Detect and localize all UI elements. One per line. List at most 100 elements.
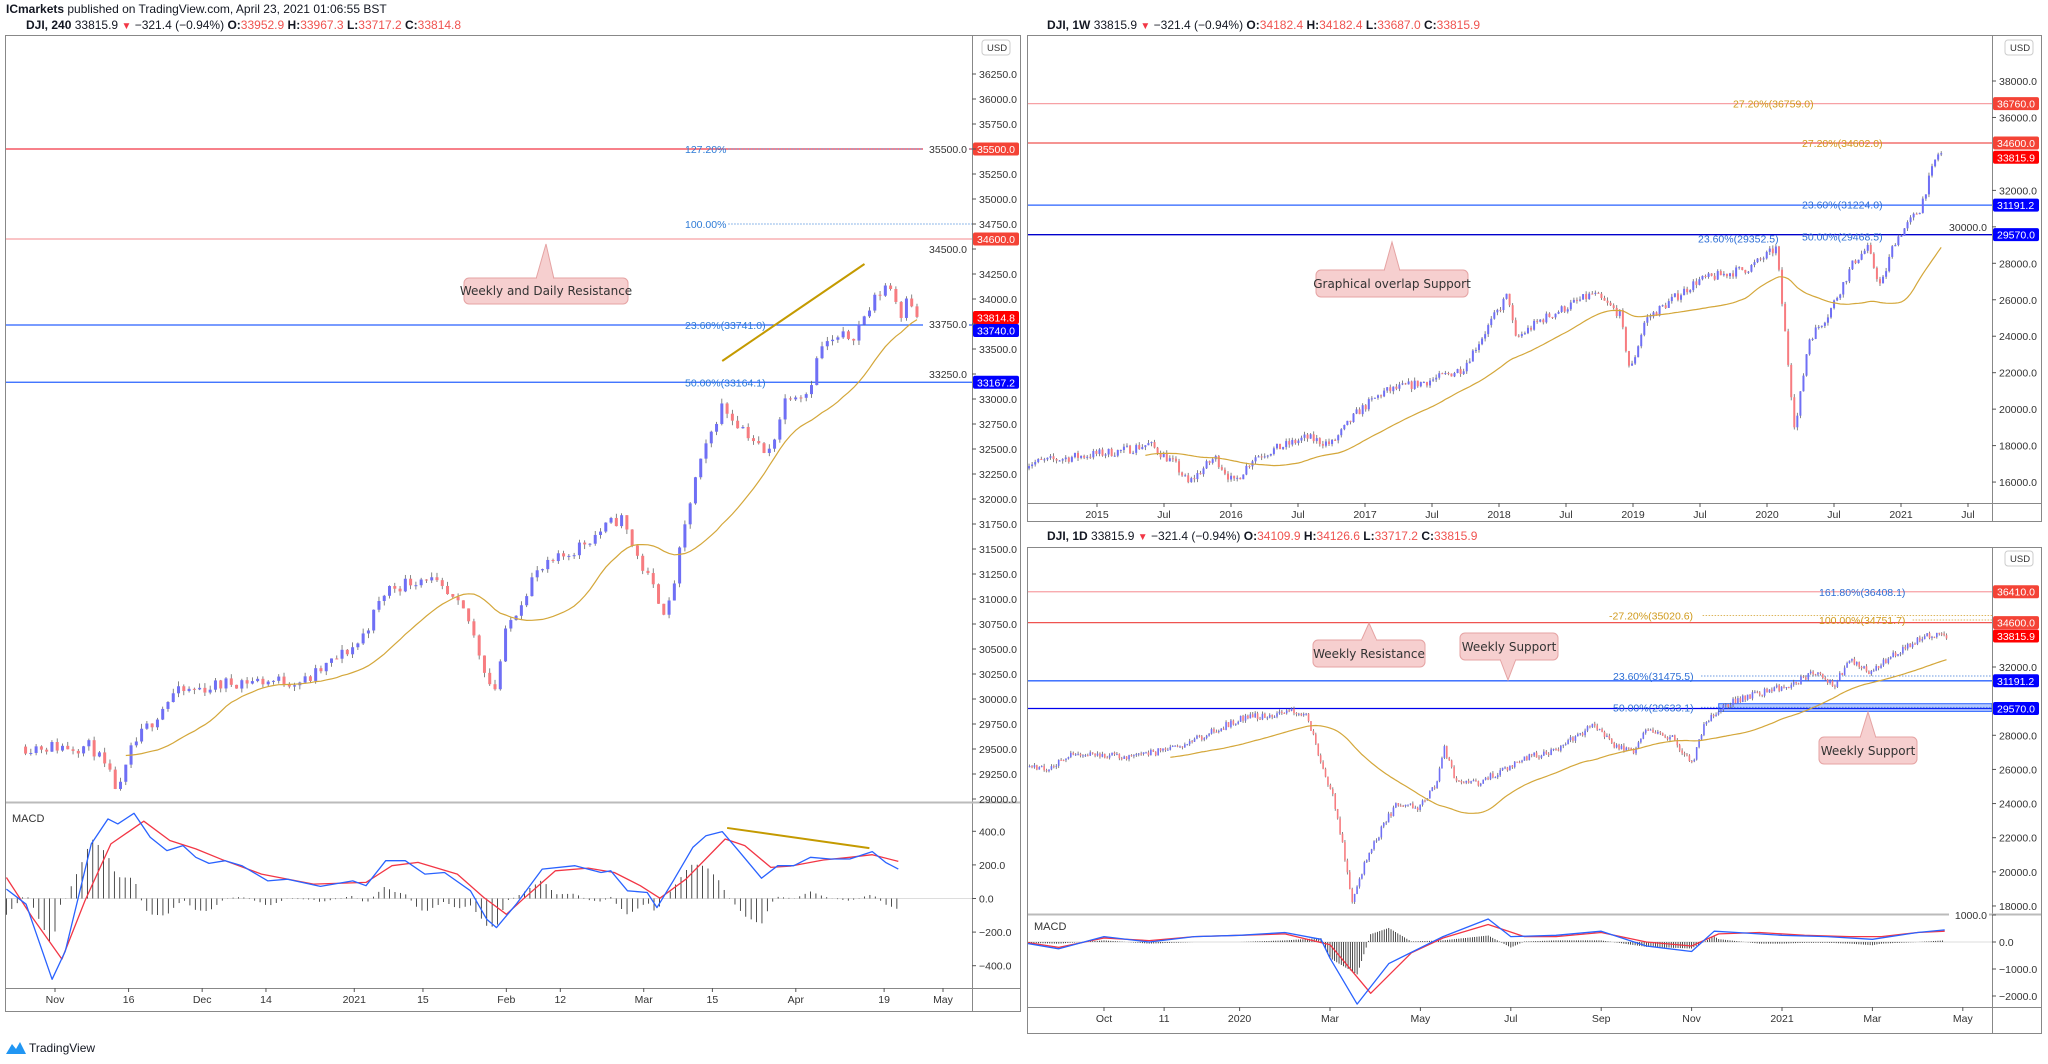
callout-weekly-resistance[interactable]: Weekly Resistance [1312,621,1426,668]
time-tick-label: Nov [46,994,65,1006]
candle [1550,749,1552,755]
candle [1225,722,1227,730]
candle [1781,269,1784,304]
candle [1708,721,1710,723]
price-tick-label: 31250.0 [979,569,1017,581]
candle [1312,434,1315,442]
candle [1202,468,1205,475]
change: −321.4 (−0.94%) [1153,18,1244,32]
currency-badge-top-right[interactable]: USD [2004,39,2034,56]
time-tick-label: Oct [1096,1013,1112,1025]
time-tick-label: Jul [1425,509,1438,521]
candle [1425,382,1428,386]
candle [620,515,624,527]
candle [1880,665,1882,669]
candle [762,443,766,453]
candle [1923,636,1926,640]
candle [1846,663,1848,668]
candle [1398,384,1401,389]
candle [1293,708,1295,713]
candle [1205,735,1208,739]
candle [1046,457,1049,460]
candle [435,577,439,581]
candle [446,585,450,595]
candle [1412,803,1414,809]
left-macd-pane[interactable] [6,812,972,980]
candle [1577,734,1579,737]
time-tick-label: Sep [1592,1013,1611,1025]
candle [1419,804,1421,810]
callout-weekly-support-2[interactable]: Weekly Support [1818,710,1918,765]
low: 33687.0 [1377,18,1421,32]
price-badge-label: 31191.2 [1997,200,2034,212]
currency-badge-bottom-right[interactable]: USD [2004,550,2034,567]
candle [1271,715,1273,717]
price-badge [973,324,1019,338]
candle [683,524,687,548]
candle [1562,744,1565,746]
candle [1540,755,1543,758]
time-tick-label: 2021 [1770,1013,1794,1025]
candle [1812,671,1814,675]
candle [1863,666,1865,669]
price-tick-backdrop [923,242,969,255]
callout-text: Graphical overlap Support [1313,277,1471,291]
candle [1612,305,1615,308]
fib-label: 27.20%(34602.0) [1802,138,1883,150]
candle [1165,453,1168,462]
candle [693,477,697,504]
candle [1453,373,1456,377]
publish-text: published on TradingView.com, April 23, … [67,2,387,16]
candle [1370,849,1373,853]
candle [1683,288,1686,296]
candle [1530,327,1533,330]
candle [45,749,49,752]
callout-weekly-daily-resistance[interactable]: Weekly and Daily Resistance [460,243,632,305]
candle [303,676,307,683]
candle [266,681,270,685]
candle [1904,646,1907,649]
candle [1278,711,1281,714]
candle [1768,689,1771,693]
candle [1643,322,1646,335]
candle [1373,841,1375,850]
top-right-price-pane[interactable]: 27.20%(36759.0) 27.20%(34602.0) 23.60%(312… [1025,99,1992,484]
candle [1459,369,1462,374]
close: 33814.8 [417,18,462,32]
candle [1649,729,1652,731]
candle [1135,445,1138,453]
candle [1334,439,1337,441]
candle [1836,297,1839,301]
currency-badge-left[interactable]: USD [981,39,1011,56]
candle [1210,729,1213,734]
candle [1433,787,1436,789]
candle [678,547,682,584]
price-tick-backdrop [1943,219,1989,233]
callout-graphical-overlap-support[interactable]: Graphical overlap Support [1313,240,1471,298]
candle [1582,294,1585,300]
candle [1460,781,1463,783]
bottom-right-price-pane[interactable]: 161.80%(36408.1) -27.20%(35020.6) 100.00%(… [1026,587,1992,905]
candle [1875,267,1878,280]
callout-weekly-support-1[interactable]: Weekly Support [1459,632,1559,682]
candle [1673,293,1676,297]
candle [1523,756,1526,761]
candle [1676,293,1679,300]
macd-signal-line [1028,923,1945,994]
candle [1664,305,1667,308]
macd-label-bottom-right: MACD [1034,921,1066,933]
fib-label: 23.60%(31475.5) [1613,671,1694,683]
bottom-right-macd-pane[interactable] [1027,918,1992,1005]
tradingview-logo[interactable]: TradingView [6,1041,95,1055]
candle [1652,312,1655,317]
candle [1933,636,1936,638]
left-price-pane[interactable]: 127.20% 100.00% 23.60%(33741.0) 50.00%(3316… [6,144,972,791]
candle [1346,420,1349,425]
candle [1915,213,1918,215]
price-tick-label: 28000.0 [1999,258,2037,270]
candle [1790,684,1793,688]
candle [1203,738,1206,740]
candle [1854,260,1857,264]
candle [1259,719,1261,721]
